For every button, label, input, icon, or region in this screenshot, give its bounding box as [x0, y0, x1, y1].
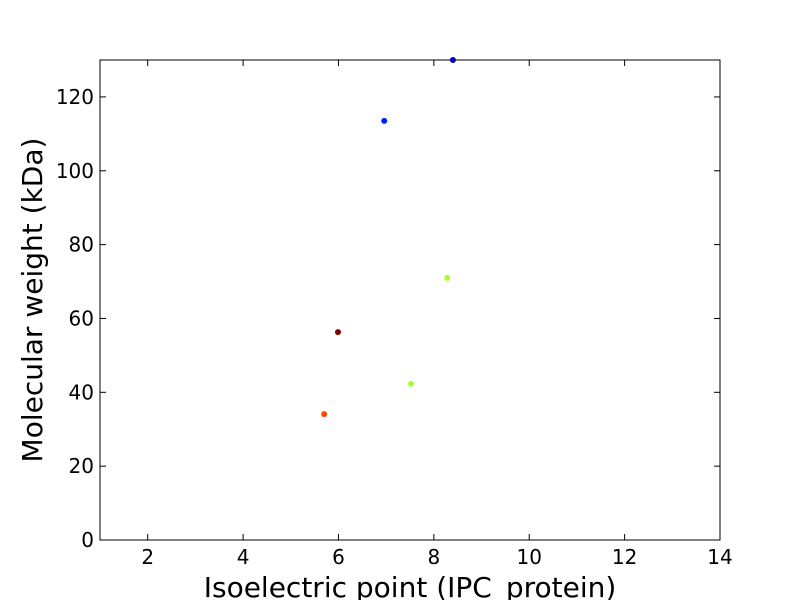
point: [407, 380, 414, 387]
point: [444, 274, 451, 281]
x-tick-label: 2: [141, 545, 154, 569]
y-tick-label: 80: [69, 233, 94, 257]
x-tick-label: 10: [517, 545, 542, 569]
x-tick-label: 12: [612, 545, 637, 569]
y-tick-label: 100: [56, 159, 94, 183]
point: [449, 57, 456, 63]
point: [334, 329, 341, 336]
y-axis-label: Molecular weight (kDa): [16, 138, 49, 463]
point: [321, 411, 328, 418]
point: [381, 117, 388, 124]
x-tick-label: 4: [237, 545, 250, 569]
y-tick-label: 20: [69, 454, 94, 478]
plot-frame: [99, 59, 721, 541]
y-tick-label: 0: [81, 528, 94, 552]
x-tick-label: 8: [427, 545, 440, 569]
y-tick-label: 60: [69, 306, 94, 330]
x-tick-label: 14: [707, 545, 732, 569]
x-tick-label: 6: [332, 545, 345, 569]
x-axis-label: Isoelectric point (IPC_protein): [204, 571, 617, 600]
y-tick-label: 120: [56, 85, 94, 109]
y-tick-label: 40: [69, 380, 94, 404]
